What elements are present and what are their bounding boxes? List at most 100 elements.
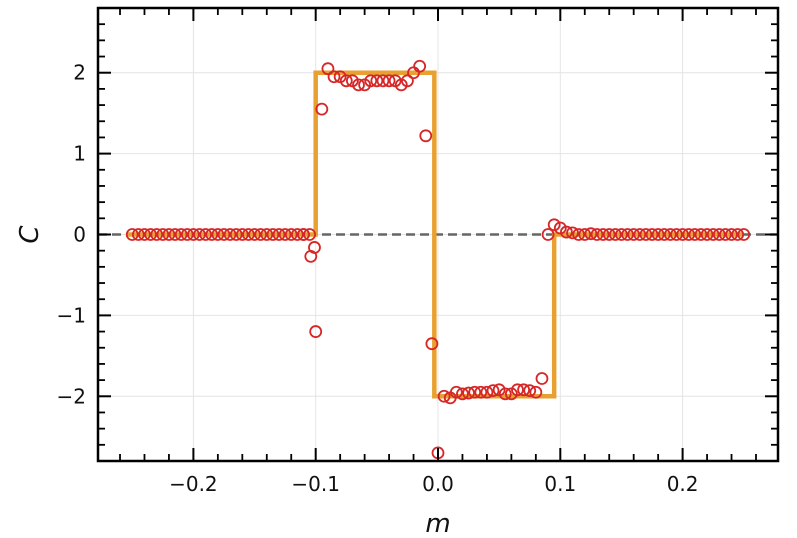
y-tick-label: 1 <box>73 142 86 166</box>
data-point <box>670 228 683 241</box>
data-point <box>180 228 194 241</box>
data-point <box>663 228 677 241</box>
data-point <box>193 228 206 241</box>
data-point <box>315 102 329 116</box>
data-point <box>566 226 579 240</box>
data-point <box>284 228 298 241</box>
data-point <box>535 372 549 385</box>
y-tick-label: −1 <box>57 303 86 327</box>
data-point <box>235 228 249 241</box>
y-tick-label: −2 <box>57 384 86 408</box>
data-point <box>162 228 176 241</box>
data-point <box>596 228 610 241</box>
data-point <box>621 228 634 241</box>
axis-ticks <box>98 7 778 461</box>
data-point <box>364 74 378 88</box>
data-point <box>308 241 321 254</box>
x-tick-label: −0.2 <box>169 472 218 496</box>
data-point <box>712 228 726 241</box>
data-point <box>468 385 482 399</box>
data-point <box>266 228 280 241</box>
data-point <box>651 228 665 241</box>
data-point <box>370 74 384 88</box>
data-points <box>125 59 751 460</box>
data-point <box>425 337 439 351</box>
data-point <box>382 74 396 88</box>
data-point <box>731 228 745 241</box>
data-point <box>657 228 671 241</box>
data-point <box>437 389 451 403</box>
data-point <box>401 74 414 88</box>
data-point <box>309 325 323 338</box>
data-point <box>584 227 598 241</box>
data-point <box>131 228 145 241</box>
data-point <box>303 228 316 241</box>
data-point <box>260 228 274 241</box>
data-point <box>174 228 188 241</box>
data-point <box>278 228 292 241</box>
data-point <box>242 228 255 241</box>
data-point <box>529 385 543 399</box>
data-point <box>125 228 139 241</box>
y-tick-label: 0 <box>73 223 86 247</box>
data-point <box>676 228 690 241</box>
data-point <box>156 228 170 241</box>
data-point <box>462 386 475 400</box>
data-point <box>639 228 653 241</box>
x-tick-label: 0.1 <box>544 472 576 496</box>
data-point <box>419 129 433 143</box>
data-point <box>248 228 261 241</box>
data-point <box>633 228 647 241</box>
data-point <box>352 78 365 92</box>
data-point <box>523 384 537 398</box>
data-point <box>229 228 243 241</box>
data-point <box>449 385 463 399</box>
data-point <box>725 228 738 241</box>
step-line-layer <box>126 70 744 399</box>
data-point <box>199 228 213 241</box>
x-axis-label: m <box>425 509 450 538</box>
data-point <box>694 228 708 241</box>
data-point <box>645 228 659 241</box>
data-point <box>608 228 622 241</box>
x-tick-label: 0.0 <box>422 472 454 496</box>
data-point <box>217 228 231 241</box>
data-point <box>590 228 604 241</box>
data-point <box>456 387 469 401</box>
data-point <box>297 228 310 241</box>
data-point <box>339 74 353 88</box>
x-tick-label: 0.2 <box>667 472 699 496</box>
data-point <box>706 228 720 241</box>
data-point <box>223 228 237 241</box>
data-point <box>168 228 182 241</box>
data-point <box>474 385 488 399</box>
data-point <box>719 228 732 241</box>
data-point <box>254 228 268 241</box>
step-line <box>126 70 744 399</box>
data-point <box>290 228 304 241</box>
data-point <box>211 228 225 241</box>
data-point <box>547 218 561 232</box>
data-point <box>560 225 573 239</box>
data-point <box>511 383 524 397</box>
data-point <box>138 228 151 241</box>
data-point <box>327 70 341 84</box>
data-point <box>486 384 500 398</box>
data-point <box>627 228 641 241</box>
data-point <box>144 228 157 241</box>
data-point <box>541 228 555 241</box>
data-point <box>688 228 702 241</box>
tick-labels: −0.2 −0.1 0.0 0.1 0.2 −2 −1 0 1 2 <box>57 61 699 496</box>
y-tick-label: 2 <box>73 61 86 85</box>
data-point <box>700 228 714 241</box>
x-tick-label: −0.1 <box>291 472 340 496</box>
data-point <box>615 228 628 241</box>
y-axis-label: C <box>15 225 45 244</box>
data-point <box>572 228 586 241</box>
data-point <box>376 74 390 88</box>
data-point <box>186 228 200 241</box>
data-point <box>737 228 751 241</box>
data-point <box>480 385 494 399</box>
data-point <box>413 59 427 73</box>
data-point <box>578 228 592 241</box>
